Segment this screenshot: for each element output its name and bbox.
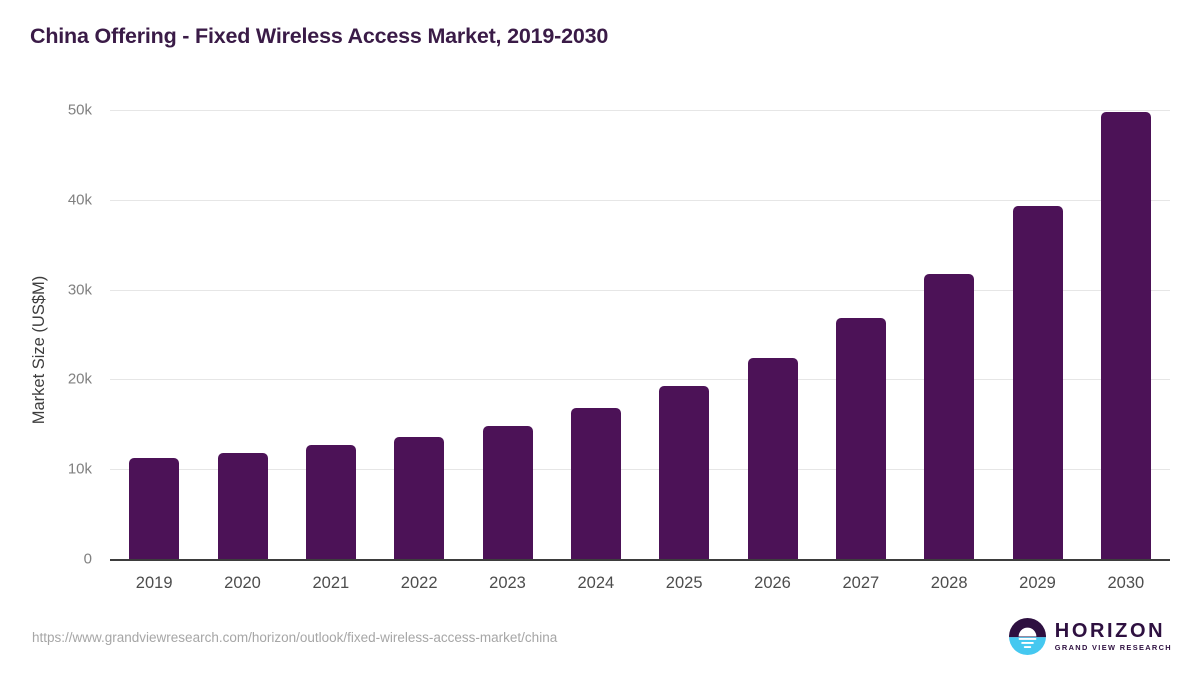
- y-axis-tick-label: 10k: [67, 460, 92, 478]
- x-axis-tick-label-2026: 2026: [754, 574, 791, 592]
- horizon-sun-circle-icon: [1008, 618, 1046, 655]
- bar-2030[interactable]: [1100, 111, 1151, 559]
- x-axis-tick-label-2024: 2024: [577, 574, 615, 592]
- x-axis-tick-label-2030: 2030: [1107, 574, 1145, 592]
- y-axis-tick-label: 0: [83, 550, 92, 568]
- x-axis-tick-label-2019: 2019: [135, 574, 173, 592]
- bar-2019[interactable]: [129, 458, 180, 559]
- page-title: China Offering - Fixed Wireless Access M…: [30, 24, 609, 48]
- bar-2020[interactable]: [217, 453, 268, 559]
- y-axis-tick-label: 20k: [67, 370, 92, 388]
- gridline: [110, 379, 1170, 381]
- logo-wordmark: HORIZON: [1054, 619, 1166, 642]
- x-axis-tick-label-2021: 2021: [312, 574, 350, 592]
- logo[interactable]: HORIZON GRAND VIEW RESEARCH: [1008, 618, 1172, 655]
- x-axis-tick-label-2029: 2029: [1019, 574, 1056, 592]
- bar-2028[interactable]: [924, 274, 975, 559]
- x-axis-tick-label-2025: 2025: [665, 574, 703, 592]
- bar-2025[interactable]: [659, 385, 710, 559]
- x-axis-tick-label-2028: 2028: [930, 574, 968, 592]
- bar-2026[interactable]: [747, 357, 798, 559]
- gridline: [110, 110, 1170, 111]
- gridline: [110, 199, 1170, 201]
- y-axis-title: Market Size (US$M): [30, 275, 48, 425]
- gridline: [110, 289, 1170, 291]
- bar-2021[interactable]: [305, 444, 356, 559]
- bar-2029[interactable]: [1012, 206, 1063, 559]
- x-axis-tick-label-2027: 2027: [842, 574, 880, 592]
- bar-2027[interactable]: [835, 318, 886, 559]
- bar-2022[interactable]: [394, 436, 445, 559]
- y-axis-tick-label: 40k: [67, 191, 92, 209]
- bar-2024[interactable]: [570, 408, 621, 559]
- logo-tagline: GRAND VIEW RESEARCH: [1054, 642, 1172, 652]
- y-axis-title-container: Market Size (US$M): [30, 110, 70, 559]
- logo-text: HORIZON GRAND VIEW RESEARCH: [1054, 619, 1172, 652]
- x-axis-tick-label-2020: 2020: [224, 574, 261, 592]
- y-axis-tick-label: 30k: [67, 281, 92, 299]
- x-axis-line: [110, 559, 1170, 561]
- x-axis-tick-label-2023: 2023: [489, 574, 526, 592]
- x-axis-tick-label-2022: 2022: [400, 574, 438, 592]
- bar-2023[interactable]: [482, 426, 533, 559]
- gridline: [110, 469, 1170, 471]
- source-url[interactable]: https://www.grandviewresearch.com/horizo…: [32, 630, 558, 645]
- y-axis-tick-label: 50k: [67, 101, 92, 119]
